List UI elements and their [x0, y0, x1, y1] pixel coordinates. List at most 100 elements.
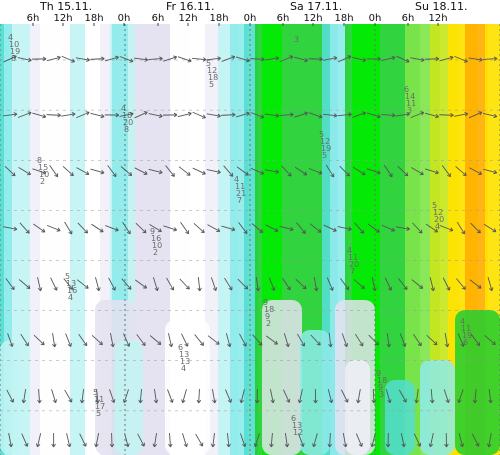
wind-arrow [104, 112, 120, 118]
wind-arrow [283, 333, 290, 348]
wind-arrow [107, 165, 117, 178]
wind-arrow [163, 225, 178, 232]
wind-arrow [279, 55, 294, 63]
wind-arrow [148, 168, 163, 175]
contour-value-label: 2 [153, 248, 158, 257]
wind-arrow [337, 112, 352, 117]
contour-value-label: 16 [67, 286, 77, 295]
wind-arrow [456, 278, 466, 290]
contour-value-label: 17 [95, 402, 105, 411]
wind-arrow [235, 56, 250, 63]
wind-arrow [51, 389, 58, 404]
wind-arrow [294, 56, 309, 63]
wind-arrow [7, 333, 14, 347]
wind-arrow [95, 277, 101, 292]
wind-arrow [468, 57, 483, 62]
wind-arrow [439, 55, 454, 62]
wind-arrow [3, 55, 17, 63]
wind-arrow [297, 389, 303, 404]
contour-value-label: 13 [292, 421, 302, 430]
wind-arrow [119, 56, 134, 63]
wind-arrow [105, 225, 119, 232]
contour-value-label: 12 [320, 137, 330, 146]
wind-arrow [328, 332, 333, 348]
contour-value-label: 9 [378, 383, 383, 392]
contour-value-label: 13 [66, 279, 76, 288]
hour-tick-label: 18h [84, 13, 103, 24]
wind-arrow [366, 168, 381, 175]
wind-arrow [471, 433, 480, 447]
wind-arrow [179, 278, 190, 290]
heat-pocket [345, 360, 370, 455]
wind-arrow [238, 222, 248, 235]
contour-value-label: 8 [11, 54, 16, 63]
contour-value-label: 4 [460, 317, 465, 326]
contour-value-label: 10 [9, 40, 19, 49]
wind-arrow [180, 222, 190, 235]
heat-pocket [0, 340, 20, 455]
wind-arrow [294, 166, 308, 176]
wind-arrow [353, 279, 365, 290]
wind-arrow [439, 112, 454, 118]
hour-tick-label: 6h [27, 13, 40, 24]
wind-arrow [396, 55, 410, 63]
contour-value-label: 5 [206, 59, 211, 68]
wind-arrow [410, 167, 424, 176]
grid-layer [0, 24, 500, 455]
wind-arrow [192, 57, 207, 62]
wind-arrow [250, 167, 265, 175]
hour-tick-label: 0h [369, 13, 382, 24]
wind-arrow [94, 433, 100, 448]
wind-arrow [265, 224, 279, 232]
wind-arrow [322, 113, 338, 118]
wind-arrow [395, 226, 410, 231]
contour-value-label: 20 [349, 260, 359, 269]
contour-value-label: 6 [463, 338, 468, 347]
wind-arrow [326, 277, 334, 291]
contour-value-label: 4 [435, 222, 440, 231]
wind-arrow [148, 113, 163, 119]
wind-arrow [108, 277, 116, 291]
wind-arrow [236, 166, 249, 176]
hour-tick-label: 12h [178, 13, 197, 24]
wind-arrow [37, 277, 43, 292]
contour-value-label: 10 [152, 241, 162, 250]
wind-arrow [313, 277, 319, 292]
wind-arrow [251, 223, 264, 233]
wind-arrow [381, 113, 396, 118]
wind-arrow [177, 111, 192, 118]
wind-arrow [252, 334, 263, 346]
contour-value-label: 19 [462, 331, 472, 340]
wind-arrow [308, 112, 323, 119]
wind-arrow [120, 166, 133, 176]
wind-arrow [399, 333, 407, 347]
wind-arrow [91, 334, 103, 346]
wind-arrow [211, 389, 217, 404]
contour-value-label: 5 [209, 80, 214, 89]
wind-arrow [250, 57, 265, 62]
contour-value-label: 10 [39, 170, 49, 179]
contour-value-label: 11 [461, 324, 471, 333]
contour-value-label: 11 [348, 253, 358, 262]
wind-arrow [225, 389, 232, 403]
wind-arrow [264, 169, 280, 174]
wind-arrow [337, 55, 352, 63]
wind-arrow [104, 55, 119, 62]
wind-arrow [457, 389, 464, 403]
wind-arrow [90, 112, 105, 119]
contour-value-label: 9 [263, 298, 268, 307]
wind-arrow [442, 277, 451, 291]
wind-arrow [33, 223, 46, 233]
wind-arrow [488, 388, 493, 404]
wind-arrow [122, 389, 129, 404]
wind-arrow [162, 112, 178, 118]
wind-arrow [282, 277, 291, 291]
wind-arrow [368, 334, 380, 346]
wind-arrow [254, 388, 260, 404]
wind-arrow [424, 168, 439, 175]
day-label: Fr 16.11. [166, 0, 215, 13]
wind-arrow [410, 111, 425, 119]
wind-arrow [439, 225, 454, 232]
wind-arrow [441, 165, 451, 178]
wind-arrow [206, 113, 221, 118]
